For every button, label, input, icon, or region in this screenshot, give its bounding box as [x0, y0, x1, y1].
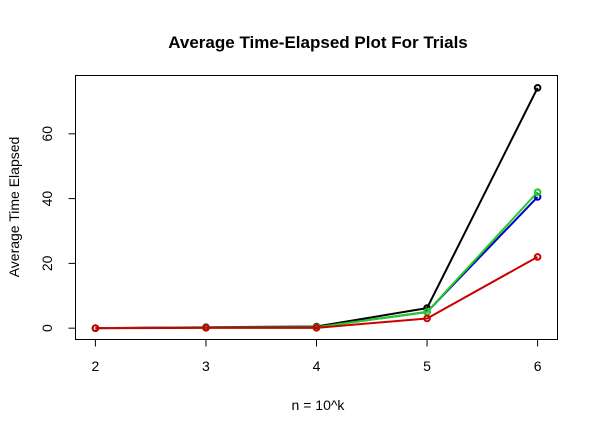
- y-tick-label: 60: [39, 126, 55, 142]
- series-point: [423, 314, 431, 323]
- y-tick-label: 40: [39, 191, 55, 207]
- series-point: [91, 324, 100, 332]
- y-tick-label: 0: [39, 324, 55, 332]
- y-axis: 0 20 40 60: [39, 126, 76, 332]
- x-tick-label: 2: [92, 358, 100, 374]
- series-layer: [91, 84, 542, 332]
- series-point: [312, 324, 321, 332]
- y-tick-label: 20: [39, 255, 55, 271]
- x-tick-label: 4: [313, 358, 321, 374]
- plot-area-frame: [75, 75, 558, 340]
- x-axis: 2 3 4 5 6: [92, 339, 542, 374]
- x-tick-label: 6: [534, 358, 542, 374]
- chart-title: Average Time-Elapsed Plot For Trials: [168, 33, 468, 52]
- x-tick-label: 3: [202, 358, 210, 374]
- y-axis-label: Average Time Elapsed: [6, 137, 22, 278]
- series-point: [533, 84, 542, 92]
- x-tick-label: 5: [423, 358, 431, 374]
- series-line: [95, 191, 539, 330]
- series-point: [202, 324, 210, 332]
- series-line: [95, 256, 539, 330]
- series-line: [95, 87, 539, 330]
- x-axis-label: n = 10^k: [292, 397, 346, 413]
- series-point: [533, 253, 542, 261]
- series-point: [533, 188, 542, 196]
